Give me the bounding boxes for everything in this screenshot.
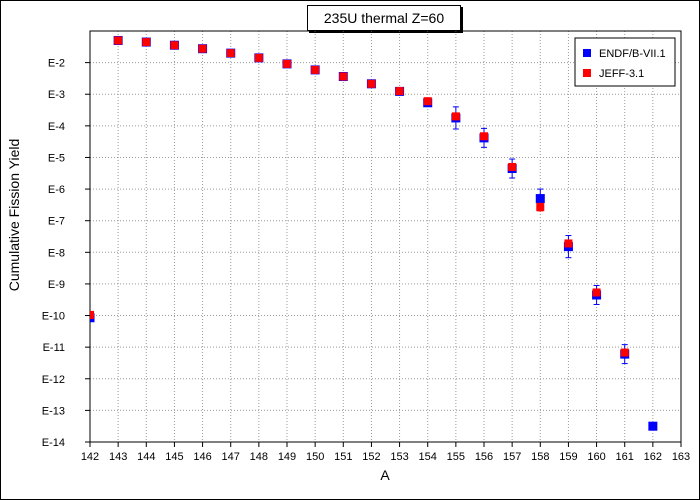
y-tick-label: E-6: [48, 184, 65, 196]
data-point: [480, 132, 488, 141]
legend-entry: JEFF-3.1: [599, 68, 644, 80]
data-point: [142, 38, 151, 47]
y-tick-label: E-10: [42, 311, 65, 323]
data-point: [311, 65, 320, 74]
data-point: [339, 72, 348, 81]
x-tick-label: 147: [222, 451, 240, 463]
y-tick-label: E-5: [48, 152, 65, 164]
x-tick-label: 156: [475, 451, 493, 463]
x-tick-label: 144: [137, 451, 155, 463]
x-tick-label: 146: [193, 451, 211, 463]
x-tick-label: 160: [587, 451, 605, 463]
x-tick-label: 151: [334, 451, 352, 463]
data-point: [114, 36, 123, 45]
y-tick-label: E-4: [48, 121, 65, 133]
y-tick-label: E-14: [42, 437, 65, 449]
legend-marker: [583, 49, 591, 57]
y-tick-label: E-11: [43, 342, 65, 354]
data-point: [283, 59, 291, 68]
data-point: [367, 79, 376, 88]
x-tick-label: 155: [447, 451, 465, 463]
data-point: [198, 44, 207, 53]
x-tick-label: 142: [81, 451, 99, 463]
y-tick-label: E-12: [42, 374, 65, 386]
x-axis-label: A: [380, 467, 390, 483]
data-point: [254, 53, 263, 62]
plot-area-border: [89, 30, 682, 443]
x-tick-label: 153: [390, 451, 408, 463]
data-point: [226, 49, 235, 58]
x-tick-label: 162: [644, 451, 662, 463]
data-points-group: [90, 35, 658, 431]
legend-marker: [583, 69, 591, 77]
data-point: [90, 310, 94, 319]
data-point: [508, 162, 517, 171]
data-point: [451, 112, 460, 121]
y-tick-label: E-3: [48, 89, 65, 101]
x-tick-label: 145: [165, 451, 183, 463]
x-tick-label: 152: [362, 451, 380, 463]
x-tick-label: 163: [672, 451, 690, 463]
x-tick-label: 148: [250, 451, 268, 463]
y-tick-label: E-7: [48, 216, 65, 228]
legend-box: [574, 37, 676, 87]
legend-entry: ENDF/B-VII.1: [599, 48, 666, 60]
y-tick-label: E-8: [48, 247, 65, 259]
data-point: [170, 41, 179, 50]
data-point: [564, 239, 573, 248]
y-tick-label: E-2: [48, 58, 65, 70]
x-tick-label: 149: [278, 451, 296, 463]
data-point: [536, 203, 545, 212]
x-tick-label: 150: [306, 451, 324, 463]
data-point: [620, 348, 629, 357]
data-point: [395, 87, 404, 96]
data-point: [648, 421, 658, 431]
x-tick-label: 158: [531, 451, 549, 463]
x-tick-label: 143: [109, 451, 127, 463]
y-tick-label: E-13: [42, 405, 65, 417]
y-tick-label: E-9: [48, 279, 65, 291]
data-point: [535, 194, 545, 204]
x-tick-label: 161: [616, 451, 634, 463]
data-point: [423, 97, 432, 106]
x-tick-label: 154: [419, 451, 437, 463]
x-tick-label: 159: [559, 451, 577, 463]
data-point: [592, 288, 601, 297]
x-tick-label: 157: [503, 451, 521, 463]
